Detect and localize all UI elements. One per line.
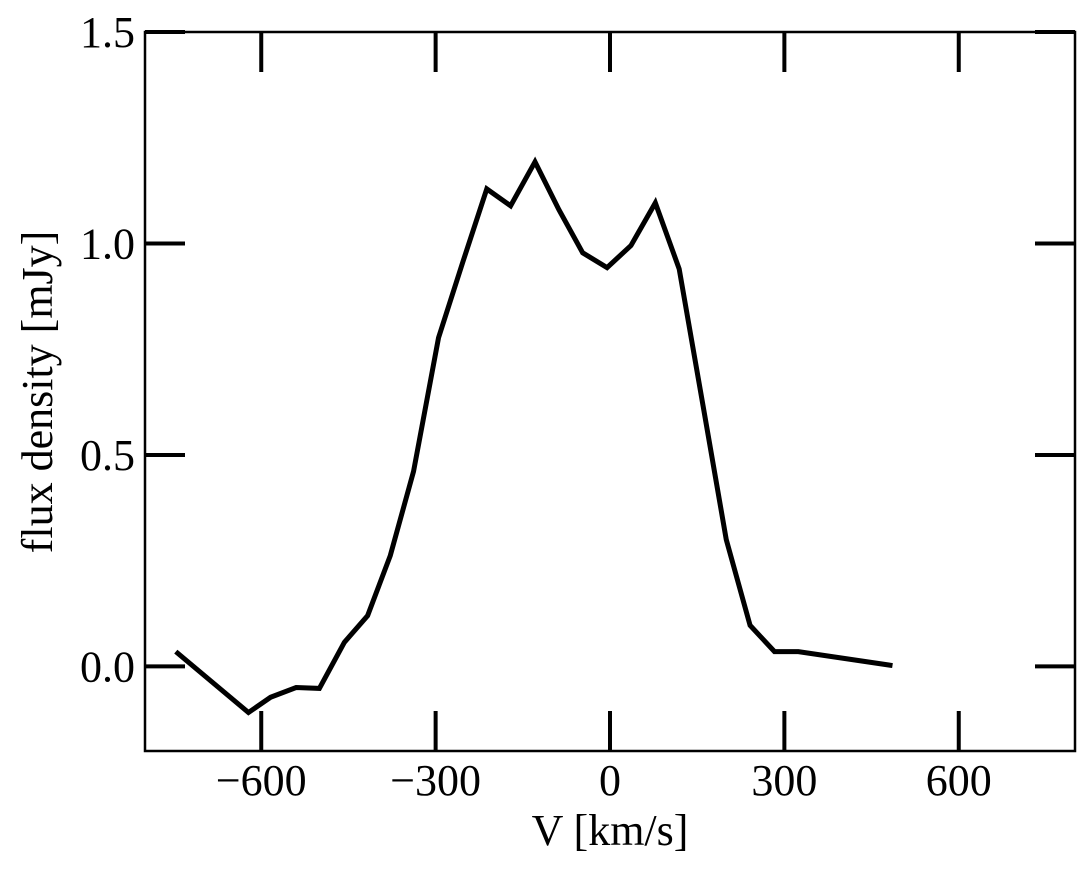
x-tick-label: 600 xyxy=(926,756,992,805)
y-tick-label: 1.5 xyxy=(80,8,135,57)
data-line xyxy=(174,156,893,716)
x-tick-label: −300 xyxy=(390,756,481,805)
x-tick-label: 0 xyxy=(599,756,621,805)
y-tick-label: 0.5 xyxy=(80,431,135,480)
x-axis-label: V [km/s] xyxy=(532,806,689,855)
y-tick-label: 1.0 xyxy=(80,219,135,268)
x-tick-label: 300 xyxy=(751,756,817,805)
y-axis-label: flux density [mJy] xyxy=(13,231,62,554)
plot-frame xyxy=(143,30,1077,753)
x-tick-label: −600 xyxy=(216,756,307,805)
y-tick-label: 0.0 xyxy=(80,642,135,691)
